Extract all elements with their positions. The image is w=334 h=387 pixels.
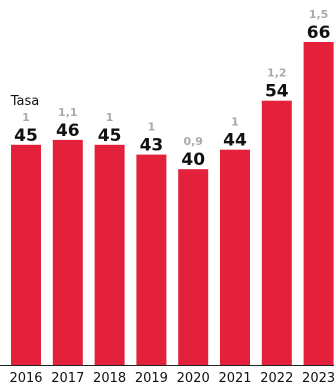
value-label-2021: 44 [223,131,247,151]
rate-label-2017: 1,1 [58,106,78,119]
rate-label-2021: 1 [231,116,239,129]
rate-label-2016: 1 [22,111,30,124]
x-tick-2020: 2020 [177,371,210,386]
value-label-2023: 66 [307,23,331,43]
bar-2021 [220,149,250,365]
value-label-2016: 45 [14,126,38,146]
value-labels-group: 45 46 45 43 40 44 54 66 [14,23,330,170]
bars-group [11,42,334,365]
rate-series-label: Tasa [10,94,40,109]
rate-label-2023: 1,5 [309,8,329,21]
bar-2016 [11,144,41,365]
x-tick-2018: 2018 [93,371,126,386]
value-label-2019: 43 [140,136,164,156]
bar-2022 [261,100,292,365]
x-tick-labels-group: 2016 2017 2018 2019 2020 2021 2022 2023 [9,371,334,386]
bar-2019 [136,154,167,365]
rate-label-2019: 1 [148,121,156,134]
x-tick-2021: 2021 [218,371,251,386]
x-tick-2017: 2017 [51,371,84,386]
x-tick-2023: 2023 [302,371,334,386]
x-tick-2022: 2022 [260,371,293,386]
bar-2023 [303,42,334,365]
rate-label-2022: 1,2 [267,67,287,80]
bar-2020 [178,169,209,365]
value-label-2022: 54 [265,82,289,102]
value-label-2017: 46 [56,121,80,141]
x-tick-2016: 2016 [9,371,42,386]
rate-label-2018: 1 [106,111,114,124]
rate-label-2020: 0,9 [183,135,203,148]
bar-2018 [94,144,125,365]
x-tick-2019: 2019 [135,371,168,386]
rate-labels-group: 1 1,1 1 1 0,9 1 1,2 1,5 [22,8,328,148]
bar-2017 [52,139,83,365]
value-label-2020: 40 [181,150,205,170]
value-label-2018: 45 [98,126,122,146]
